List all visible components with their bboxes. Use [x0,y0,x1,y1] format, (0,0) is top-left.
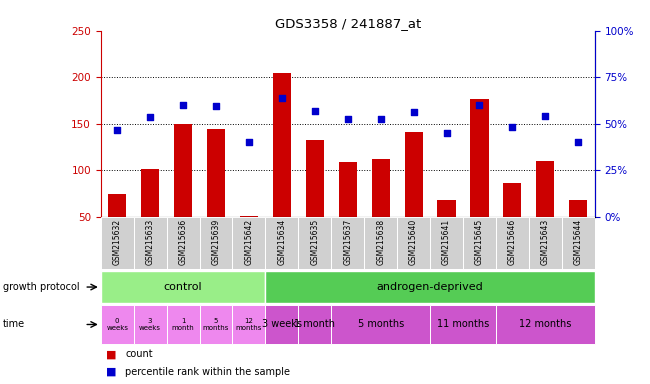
Point [573,139,584,146]
Bar [273,73,291,217]
FancyBboxPatch shape [298,305,332,344]
FancyBboxPatch shape [134,305,166,344]
Point [277,95,287,101]
Text: ■: ■ [106,366,116,377]
FancyBboxPatch shape [430,217,463,269]
Text: growth protocol: growth protocol [3,282,80,292]
Point [145,114,155,121]
Bar [174,124,192,217]
Bar [503,182,521,217]
Bar [372,159,390,217]
Text: GSM215639: GSM215639 [211,218,220,265]
FancyBboxPatch shape [496,305,595,344]
Text: GSM215637: GSM215637 [343,218,352,265]
FancyBboxPatch shape [233,305,265,344]
FancyBboxPatch shape [200,305,233,344]
Point [441,130,452,136]
FancyBboxPatch shape [332,305,430,344]
Text: GSM215638: GSM215638 [376,218,385,265]
FancyBboxPatch shape [200,217,233,269]
Point [211,103,221,109]
FancyBboxPatch shape [101,305,134,344]
Bar [437,200,456,217]
Text: GSM215644: GSM215644 [574,218,583,265]
FancyBboxPatch shape [166,217,200,269]
Text: 1
month: 1 month [172,318,194,331]
Bar [108,194,126,217]
Bar [339,162,357,217]
Bar [404,132,422,217]
Text: 12 months: 12 months [519,319,571,329]
Text: GSM215642: GSM215642 [244,218,254,265]
FancyBboxPatch shape [265,271,595,303]
Point [112,127,122,133]
Point [408,109,419,115]
Point [507,124,517,130]
FancyBboxPatch shape [101,217,134,269]
Text: GSM215643: GSM215643 [541,218,550,265]
Text: GSM215646: GSM215646 [508,218,517,265]
Text: GSM215641: GSM215641 [442,218,451,265]
FancyBboxPatch shape [265,217,298,269]
Bar [569,200,588,217]
Text: 5
months: 5 months [203,318,229,331]
Text: GSM215634: GSM215634 [278,218,287,265]
Point [376,116,386,122]
Point [178,102,188,108]
Text: 12
months: 12 months [236,318,262,331]
FancyBboxPatch shape [265,305,298,344]
Point [540,113,551,119]
Text: count: count [125,349,153,359]
FancyBboxPatch shape [166,305,200,344]
Text: 11 months: 11 months [437,319,489,329]
Text: 1 month: 1 month [294,319,335,329]
FancyBboxPatch shape [529,217,562,269]
Bar [207,129,225,217]
Text: GSM215635: GSM215635 [310,218,319,265]
Title: GDS3358 / 241887_at: GDS3358 / 241887_at [274,17,421,30]
Text: 0
weeks: 0 weeks [106,318,128,331]
FancyBboxPatch shape [463,217,496,269]
FancyBboxPatch shape [134,217,166,269]
FancyBboxPatch shape [364,217,397,269]
Text: GSM215636: GSM215636 [179,218,188,265]
Text: ■: ■ [106,349,116,359]
Text: GSM215640: GSM215640 [409,218,418,265]
Bar [306,140,324,217]
FancyBboxPatch shape [298,217,332,269]
Text: percentile rank within the sample: percentile rank within the sample [125,366,291,377]
Bar [141,169,159,217]
Point [343,116,353,122]
Text: 3
weeks: 3 weeks [139,318,161,331]
FancyBboxPatch shape [332,217,364,269]
FancyBboxPatch shape [233,217,265,269]
Point [474,102,485,108]
Point [244,139,254,146]
Text: 5 months: 5 months [358,319,404,329]
Bar [240,216,258,217]
Text: time: time [3,319,25,329]
FancyBboxPatch shape [496,217,529,269]
Point [309,108,320,114]
FancyBboxPatch shape [397,217,430,269]
Bar [536,161,554,217]
Bar [471,99,489,217]
Text: 3 weeks: 3 weeks [262,319,302,329]
Text: GSM215633: GSM215633 [146,218,155,265]
FancyBboxPatch shape [101,271,265,303]
Text: GSM215632: GSM215632 [112,218,122,265]
FancyBboxPatch shape [562,217,595,269]
Text: control: control [164,282,202,292]
FancyBboxPatch shape [430,305,496,344]
Text: androgen-deprived: androgen-deprived [377,282,484,292]
Text: GSM215645: GSM215645 [475,218,484,265]
